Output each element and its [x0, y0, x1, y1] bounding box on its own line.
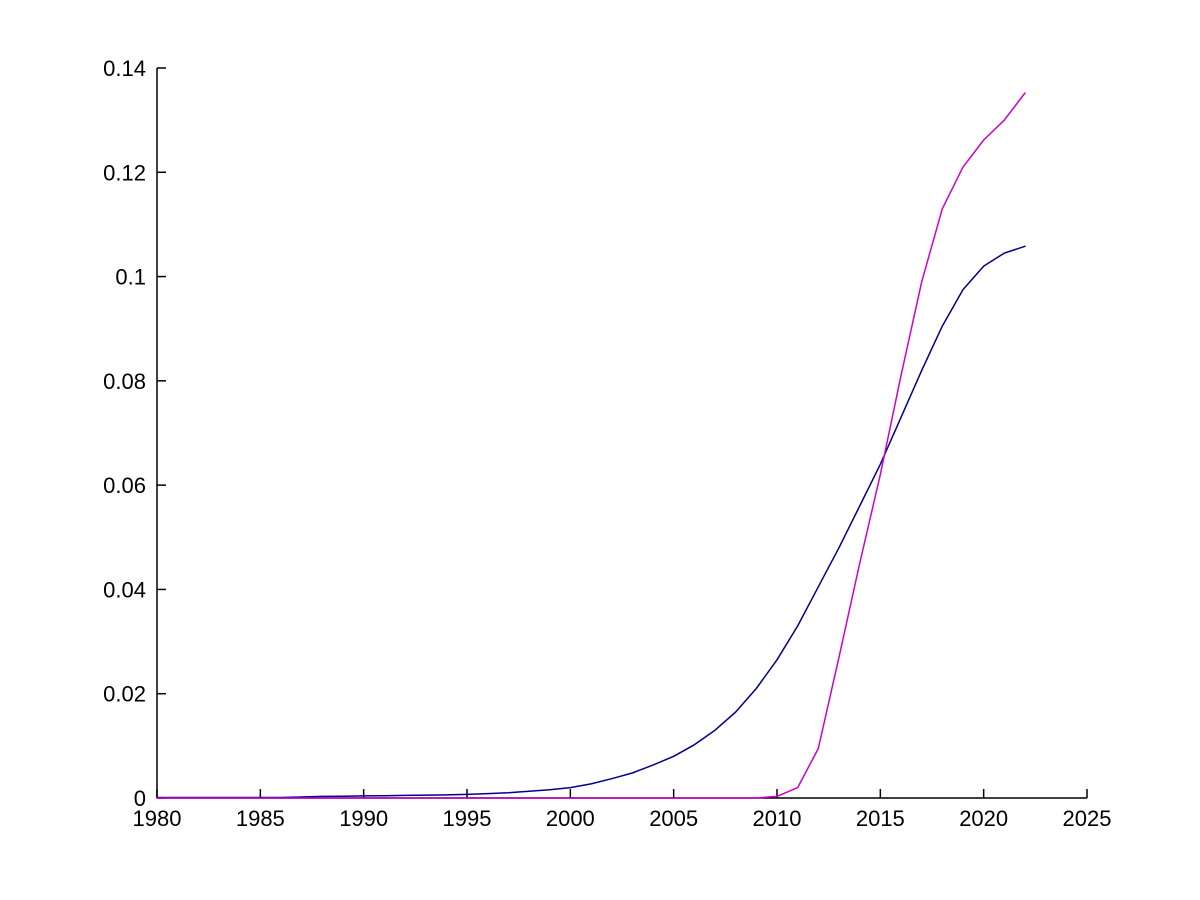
x-tick-label: 1995	[443, 806, 492, 831]
x-tick-label: 2015	[856, 806, 905, 831]
series-lines	[156, 92, 1026, 799]
x-tick-label: 1980	[133, 806, 182, 831]
x-tick-label: 1990	[339, 806, 388, 831]
tick-labels: 1980 1985 1990 1995 2000 2005 2010 2015 2020 2025…	[103, 56, 1111, 831]
blue-curve-line	[156, 245, 1026, 799]
y-tick-label: 0.08	[103, 369, 146, 394]
x-tick-label: 2000	[546, 806, 595, 831]
y-tick-label: 0.14	[103, 56, 146, 81]
y-tick-label: 0	[134, 786, 146, 811]
tick-marks	[156, 67, 1088, 799]
y-tick-label: 0.12	[103, 160, 146, 185]
x-tick-label: 2005	[649, 806, 698, 831]
magenta-curve-line	[156, 92, 1026, 799]
y-tick-label: 0.1	[115, 265, 146, 290]
x-tick-label: 2020	[959, 806, 1008, 831]
x-tick-label: 2025	[1063, 806, 1112, 831]
x-tick-label: 1985	[236, 806, 285, 831]
y-tick-label: 0.06	[103, 473, 146, 498]
axes	[156, 68, 1087, 799]
x-tick-label: 2010	[753, 806, 802, 831]
y-tick-label: 0.02	[103, 682, 146, 707]
y-tick-label: 0.04	[103, 577, 146, 602]
